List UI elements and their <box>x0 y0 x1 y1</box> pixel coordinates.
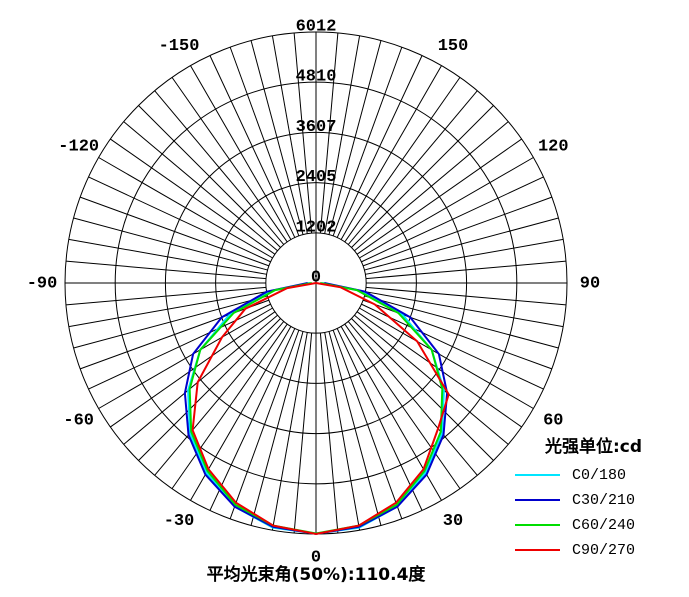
ring <box>215 182 417 384</box>
angle-tick-label: -120 <box>58 137 99 156</box>
r-tick-label: 1202 <box>296 218 337 237</box>
angle-tick-label: 0 <box>311 548 321 567</box>
r-tick-label: 6012 <box>296 17 337 36</box>
curve <box>191 282 450 536</box>
angle-tick-label: -30 <box>164 512 195 531</box>
angle-tick-label: 30 <box>443 512 463 531</box>
legend-label: C30/210 <box>572 492 635 509</box>
footer: 平均光束角(50%):110.4度 <box>207 564 427 585</box>
angle-tick-label: -150 <box>159 37 200 56</box>
r-tick-label: 3607 <box>296 118 337 137</box>
angle-tick-label: 60 <box>543 411 563 430</box>
legend-label: C0/180 <box>572 467 626 484</box>
r-tick-label: 2405 <box>296 168 337 187</box>
legend-title: 光强单位:cd <box>544 436 642 457</box>
angle-tick-label: -90 <box>27 274 58 293</box>
r-tick-label: 4810 <box>296 68 337 87</box>
angle-tick-label: 120 <box>538 137 569 156</box>
angle-tick-label: 90 <box>580 274 600 293</box>
legend-label: C60/240 <box>572 517 635 534</box>
angle-tick-label: 150 <box>438 37 469 56</box>
r-tick-label: 0 <box>311 268 321 287</box>
legend-label: C90/270 <box>572 542 635 559</box>
angle-tick-label: -60 <box>63 411 94 430</box>
ring <box>114 81 518 485</box>
ring <box>265 232 367 334</box>
ring <box>164 131 468 435</box>
